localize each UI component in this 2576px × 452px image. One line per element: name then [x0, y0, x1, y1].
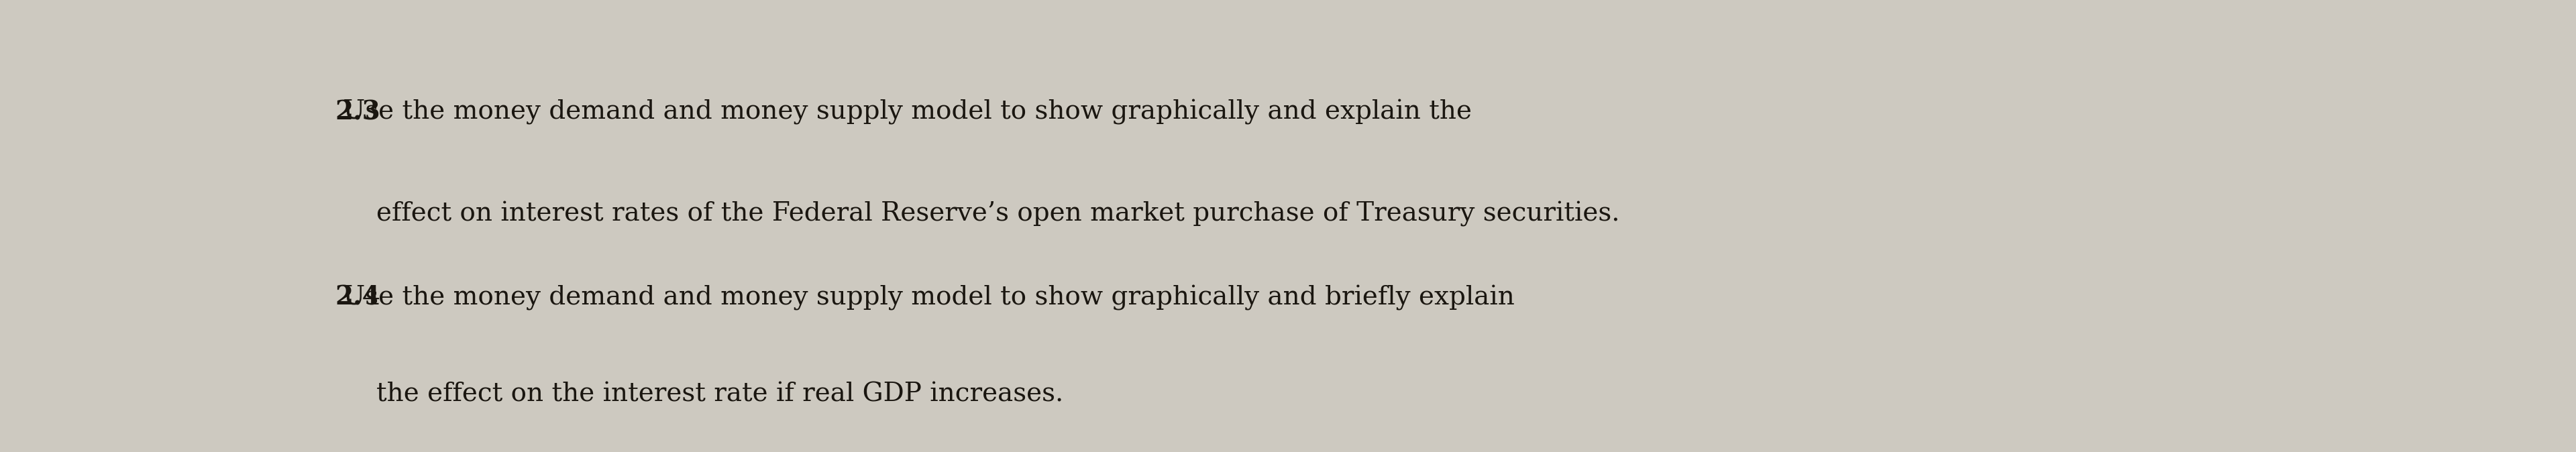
Text: Use the money demand and money supply model to show graphically and explain the: Use the money demand and money supply mo…	[335, 99, 1471, 125]
Text: the effect on the interest rate if real GDP increases.: the effect on the interest rate if real …	[376, 382, 1064, 407]
Text: 2.4: 2.4	[335, 285, 381, 310]
Text: Use the money demand and money supply model to show graphically and briefly expl: Use the money demand and money supply mo…	[335, 285, 1515, 310]
Text: effect on interest rates of the Federal Reserve’s open market purchase of Treasu: effect on interest rates of the Federal …	[376, 201, 1620, 226]
Text: 2.3: 2.3	[335, 99, 381, 125]
